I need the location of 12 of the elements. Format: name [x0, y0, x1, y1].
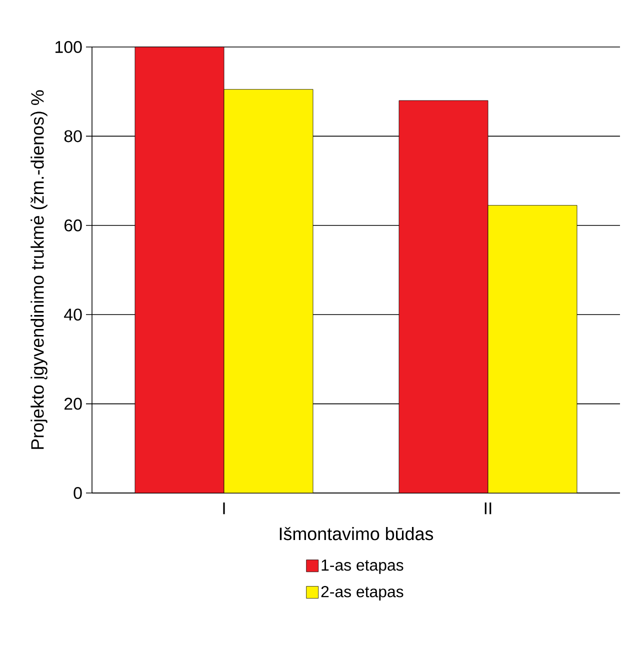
x-tick-label: II — [484, 502, 492, 514]
y-tick-label: 100 — [56, 40, 82, 53]
y-tick-label: 20 — [64, 398, 82, 410]
x-axis-title: Išmontavimo būdas — [280, 527, 434, 540]
y-tick-label: 80 — [64, 130, 82, 142]
legend-label: 2-as etapas — [321, 586, 404, 600]
y-tick-label: 40 — [64, 308, 82, 321]
x-tick-label: I — [223, 502, 225, 514]
y-tick-label: 0 — [74, 486, 82, 499]
y-axis-title: Projekto įgyvendinimo trukmė (žm.-dienos) % — [30, 90, 48, 449]
legend-label: 1-as etapas — [322, 560, 404, 574]
y-tick-label: 60 — [64, 219, 82, 232]
